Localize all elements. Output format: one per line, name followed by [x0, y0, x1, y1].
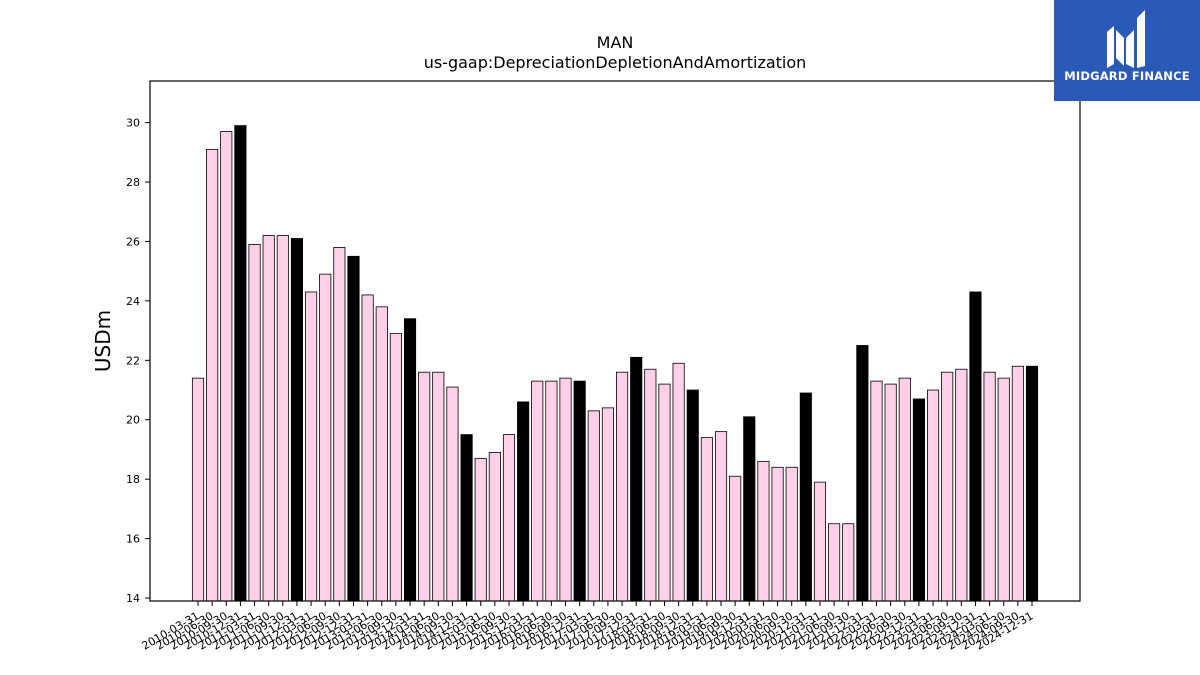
bar-2016-12-31 [573, 380, 586, 602]
bar-2012-09-30 [333, 246, 346, 602]
bar-2011-12-31 [290, 238, 304, 602]
bar-2011-09-30 [276, 235, 289, 602]
bar-2013-09-30 [389, 333, 402, 602]
bar-2023-03-31 [927, 389, 940, 602]
bar-2017-06-30 [601, 407, 614, 602]
y-tick-label: 22 [126, 354, 140, 367]
y-axis-ticks: 14 16 18 20 22 24 26 28 30 [126, 117, 150, 605]
bar-2010-06-30 [206, 148, 219, 602]
y-tick-label: 24 [126, 295, 140, 308]
y-tick-label: 16 [126, 533, 140, 546]
bar-2013-06-30 [375, 306, 388, 602]
bar-2022-06-30 [884, 383, 897, 602]
bar-2011-03-31 [248, 244, 261, 602]
bar-2012-03-31 [305, 291, 318, 602]
y-tick-label: 26 [126, 235, 140, 248]
bar-2021-09-30 [842, 523, 855, 602]
bar-2015-12-31 [517, 401, 530, 602]
bar-2011-06-30 [262, 235, 275, 602]
y-tick-label: 18 [126, 473, 140, 486]
bar-2021-12-31 [856, 345, 869, 602]
bar-2024-03-31 [983, 371, 996, 602]
bar-2017-09-30 [616, 371, 629, 602]
bar-2018-03-31 [644, 368, 657, 602]
y-tick-label: 30 [126, 117, 140, 130]
bar-2023-09-30 [955, 368, 968, 602]
bar-2014-12-31 [460, 434, 473, 602]
bar-2017-12-31 [630, 356, 643, 602]
bar-2014-09-30 [446, 386, 459, 602]
bar-2018-12-31 [686, 389, 699, 602]
bar-2024-12-31 [1025, 365, 1039, 602]
bar-2016-06-30 [545, 380, 558, 602]
bar-2019-12-31 [743, 416, 756, 602]
bar-2022-09-30 [898, 377, 911, 602]
bar-2018-06-30 [658, 383, 671, 602]
bar-2014-06-30 [432, 371, 445, 602]
bar-2017-03-31 [587, 410, 600, 602]
bar-2010-09-30 [220, 131, 233, 602]
x-axis-ticks: 2010-03-312010-06-302010-09-302010-12-31… [140, 601, 1036, 653]
bar-2020-09-30 [785, 466, 798, 602]
bar-2012-06-30 [319, 273, 332, 602]
midgard-finance-logo: MIDGARD FINANCE [1054, 0, 1200, 101]
logo-mark-icon [1107, 10, 1145, 68]
bar-2019-06-30 [714, 431, 728, 602]
logo-text: MIDGARD FINANCE [1064, 69, 1190, 83]
bar-2015-06-30 [488, 452, 501, 602]
bars-group [191, 125, 1039, 602]
bar-2013-03-31 [361, 294, 374, 602]
bar-2013-12-31 [403, 318, 417, 602]
bar-2016-09-30 [559, 377, 572, 602]
bar-2014-03-31 [418, 371, 431, 602]
bar-2024-09-30 [1011, 365, 1024, 602]
chart-title: MAN [597, 33, 634, 52]
bar-2020-06-30 [771, 466, 784, 602]
y-axis-label: USDm [91, 310, 115, 372]
bar-2010-03-31 [191, 377, 205, 602]
bar-2020-03-31 [757, 460, 770, 602]
bar-2018-09-30 [672, 362, 685, 602]
bar-2024-06-30 [997, 377, 1010, 602]
y-tick-label: 28 [126, 176, 140, 189]
bar-2010-12-31 [234, 125, 247, 602]
bar-2019-09-30 [729, 475, 742, 602]
bar-2015-03-31 [474, 457, 487, 602]
plot-frame [149, 80, 1081, 602]
bar-2016-03-31 [531, 380, 544, 602]
bar-2019-03-31 [700, 437, 713, 602]
bar-2023-12-31 [969, 291, 982, 602]
bar-2021-03-31 [813, 481, 827, 602]
y-tick-label: 20 [126, 414, 140, 427]
chart-subtitle: us-gaap:DepreciationDepletionAndAmortiza… [424, 53, 807, 72]
y-tick-label: 14 [126, 592, 140, 605]
bar-2023-06-30 [941, 371, 954, 602]
bar-2012-12-31 [347, 255, 360, 602]
bar-2022-12-31 [912, 398, 925, 602]
bar-2021-06-30 [828, 523, 841, 602]
bar-2022-03-31 [870, 380, 883, 602]
bar-2015-09-30 [502, 434, 516, 602]
bar-2020-12-31 [799, 392, 812, 602]
